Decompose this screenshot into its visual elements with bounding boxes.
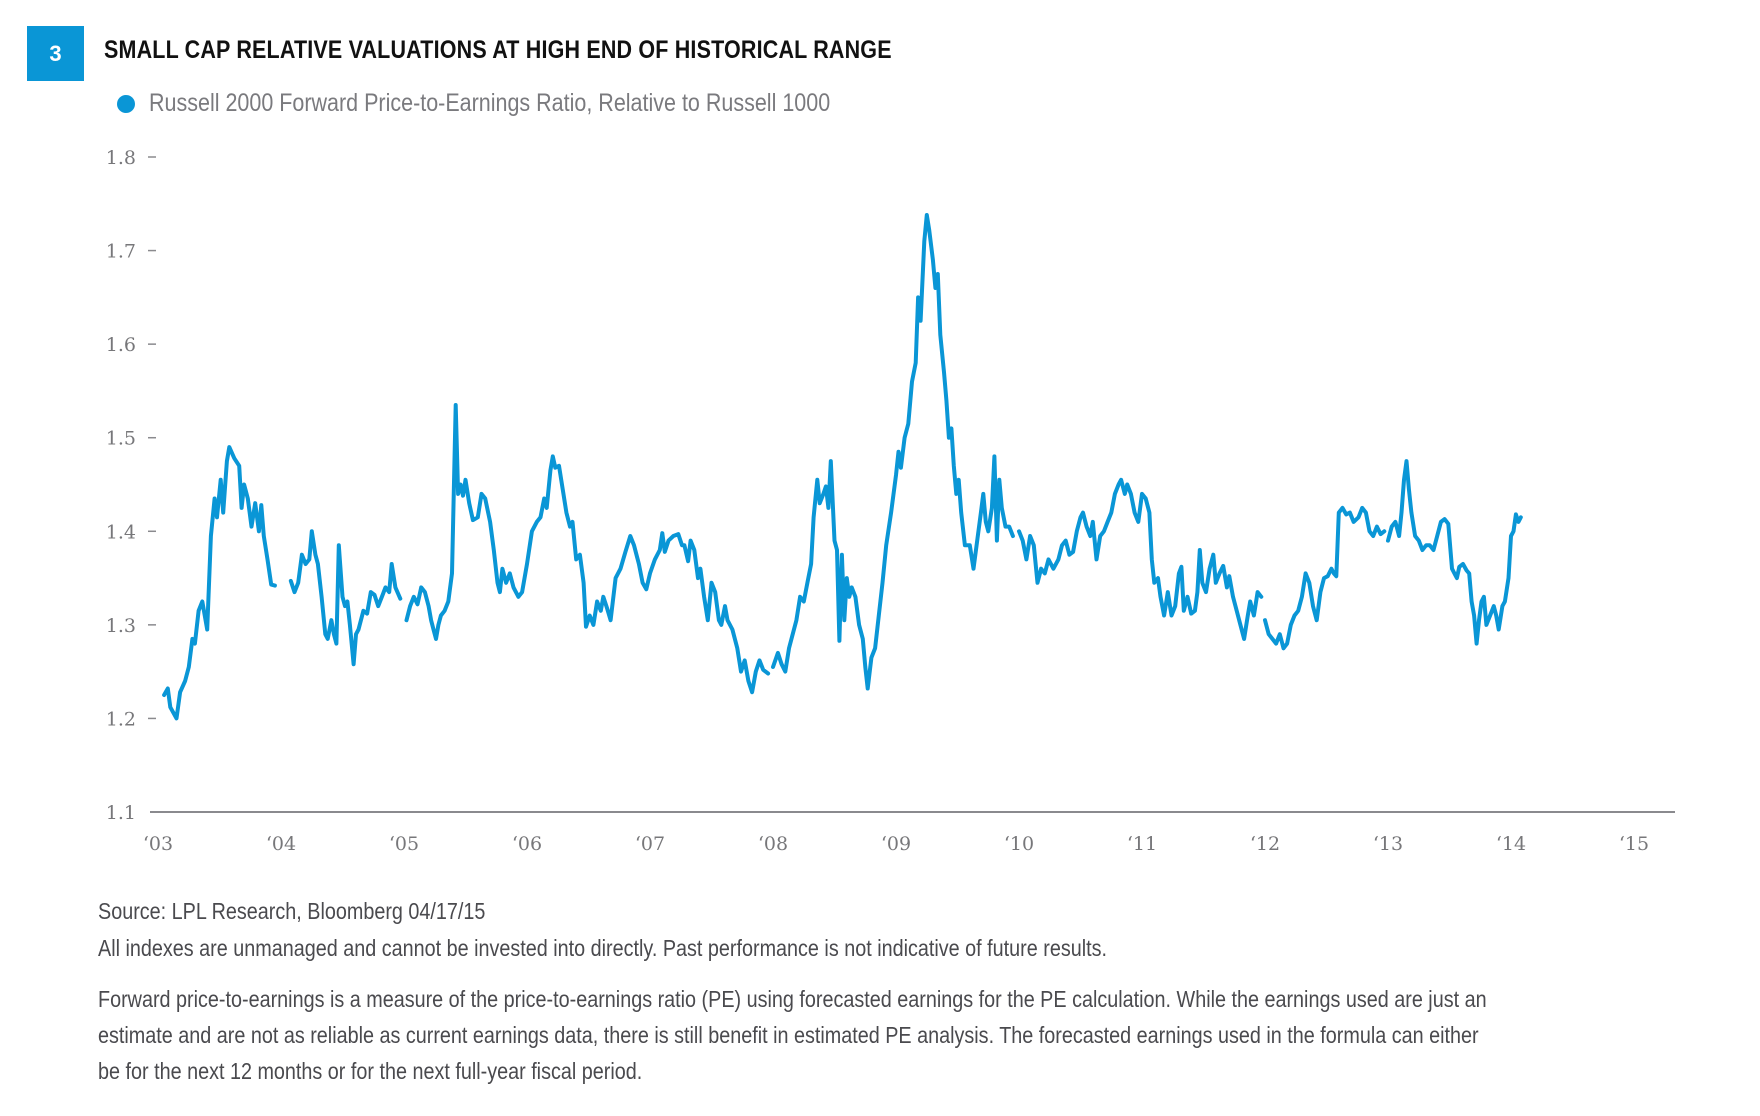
x-tick-label: ‘06 <box>512 833 542 855</box>
note-line-1: Forward price-to-earnings is a measure o… <box>98 986 1487 1012</box>
series-line-segment <box>162 445 277 721</box>
note-line-2: estimate and are not as reliable as curr… <box>98 1022 1479 1048</box>
legend-label: Russell 2000 Forward Price-to-Earnings R… <box>149 89 831 117</box>
y-tick-label: 1.3 <box>106 615 136 637</box>
legend-marker-icon <box>117 94 135 113</box>
series-line-segment <box>288 529 403 667</box>
line-chart: 1.1 1.2 1.3 1.4 1.5 1.6 1.7 1.8 ‘03 ‘04 ‘05 ‘06 ‘07 ‘… <box>106 147 1675 855</box>
y-tick-label: 1.6 <box>106 334 136 356</box>
x-tick-label: ‘08 <box>758 833 788 855</box>
x-tick-label: ‘12 <box>1250 833 1280 855</box>
y-tick-label: 1.1 <box>106 802 136 824</box>
x-tick-label: ‘09 <box>881 833 911 855</box>
source-note: Source: LPL Research, Bloomberg 04/17/15 <box>98 898 486 924</box>
x-tick-label: ‘13 <box>1373 833 1403 855</box>
series-line-segment <box>404 403 771 695</box>
x-tick-label: ‘11 <box>1127 833 1157 855</box>
y-tick-label: 1.4 <box>106 521 136 543</box>
x-tick-label: ‘04 <box>266 833 296 855</box>
note-line-3: be for the next 12 months or for the nex… <box>98 1058 643 1084</box>
series-line-segment <box>1386 459 1523 646</box>
x-tick-label: ‘14 <box>1496 833 1526 855</box>
disclaimer: All indexes are unmanaged and cannot be … <box>98 935 1107 961</box>
series-line-segment <box>1017 477 1264 641</box>
legend: Russell 2000 Forward Price-to-Earnings R… <box>117 89 941 118</box>
x-tick-label: ‘15 <box>1619 833 1649 855</box>
x-tick-label: ‘03 <box>143 833 173 855</box>
figure-number-badge: 3 <box>27 26 84 81</box>
x-tick-label: ‘05 <box>389 833 419 855</box>
series-line-segment <box>1263 505 1387 651</box>
y-tick-label: 1.7 <box>106 241 136 263</box>
y-tick-label: 1.8 <box>106 147 136 169</box>
series-line-segment <box>771 213 1015 691</box>
chart-title: SMALL CAP RELATIVE VALUATIONS AT HIGH EN… <box>104 36 892 64</box>
x-tick-label: ‘07 <box>635 833 665 855</box>
y-tick-label: 1.5 <box>106 428 136 450</box>
y-tick-label: 1.2 <box>106 708 136 730</box>
x-tick-label: ‘10 <box>1004 833 1034 855</box>
figure-number: 3 <box>49 40 62 66</box>
